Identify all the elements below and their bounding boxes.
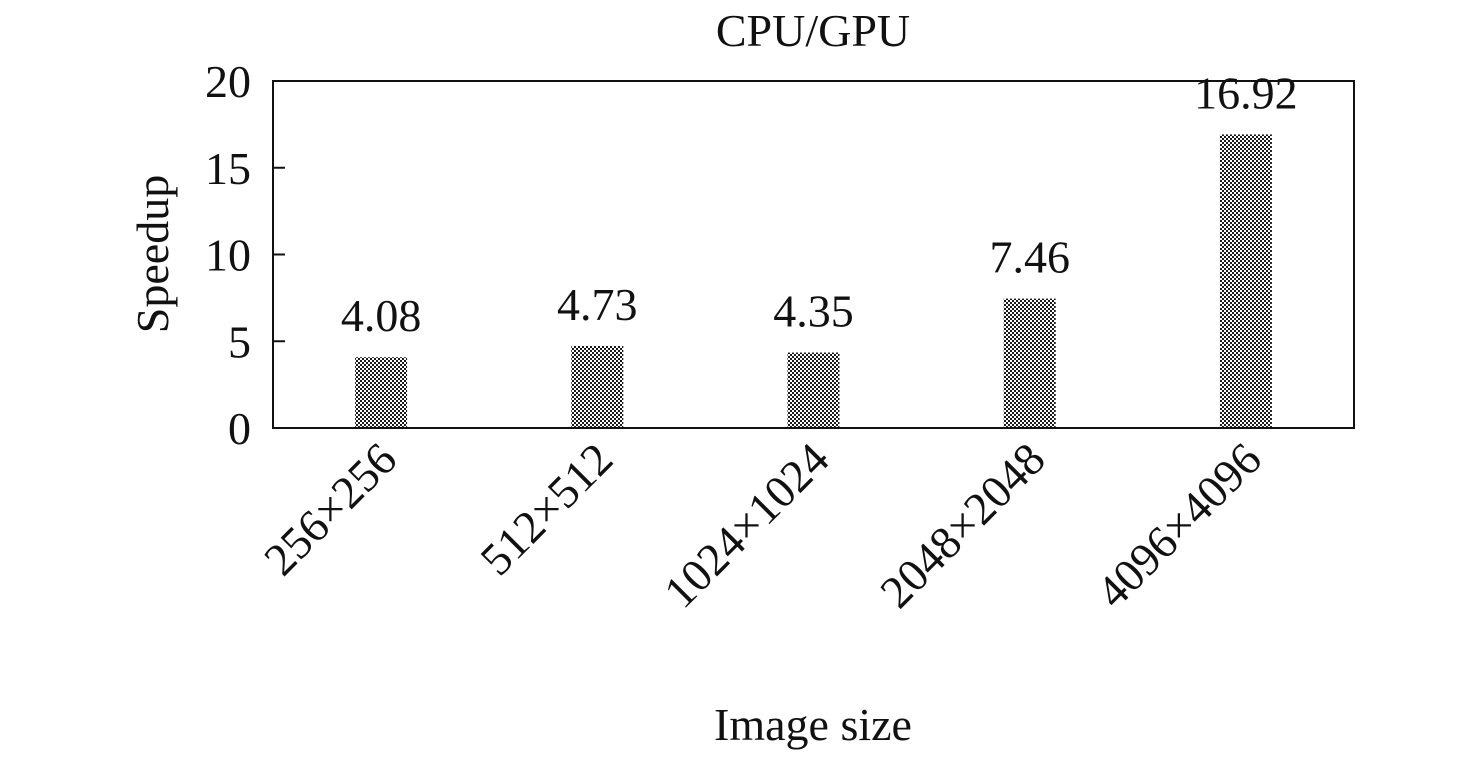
y-tick-label: 5 <box>228 316 251 367</box>
bar-value-label: 4.08 <box>341 290 422 341</box>
bar <box>787 352 840 428</box>
y-tick-label: 0 <box>228 403 251 454</box>
x-tick-label: 1024×1024 <box>654 433 839 618</box>
data-labels-group: 4.08 4.73 4.35 7.46 16.92 <box>341 67 1298 341</box>
bar-value-label: 4.73 <box>557 279 638 330</box>
y-axis-ticks: 0 5 10 15 20 <box>205 56 285 454</box>
bar-value-label: 16.92 <box>1194 67 1298 118</box>
x-tick-label: 2048×2048 <box>870 433 1055 618</box>
x-axis-ticks: 256×256 512×512 1024×1024 2048×2048 4096×409… <box>254 433 1271 618</box>
y-axis-label: Speedup <box>127 175 178 333</box>
bars-group <box>355 134 1272 429</box>
bar-value-label: 4.35 <box>773 286 854 337</box>
bar <box>1003 298 1056 428</box>
bar <box>1219 134 1272 429</box>
plot-frame <box>272 80 1355 429</box>
y-tick-label: 15 <box>205 143 251 194</box>
y-tick-label: 20 <box>205 56 251 107</box>
x-axis-label: Image size <box>714 699 912 750</box>
chart-title: CPU/GPU <box>716 5 910 56</box>
x-tick-label: 256×256 <box>254 433 406 585</box>
x-tick-label: 512×512 <box>470 433 622 585</box>
bar-value-label: 7.46 <box>989 232 1070 283</box>
x-tick-label: 4096×4096 <box>1086 433 1271 618</box>
bar <box>571 345 624 428</box>
bar <box>355 357 408 428</box>
y-tick-label: 10 <box>205 230 251 281</box>
